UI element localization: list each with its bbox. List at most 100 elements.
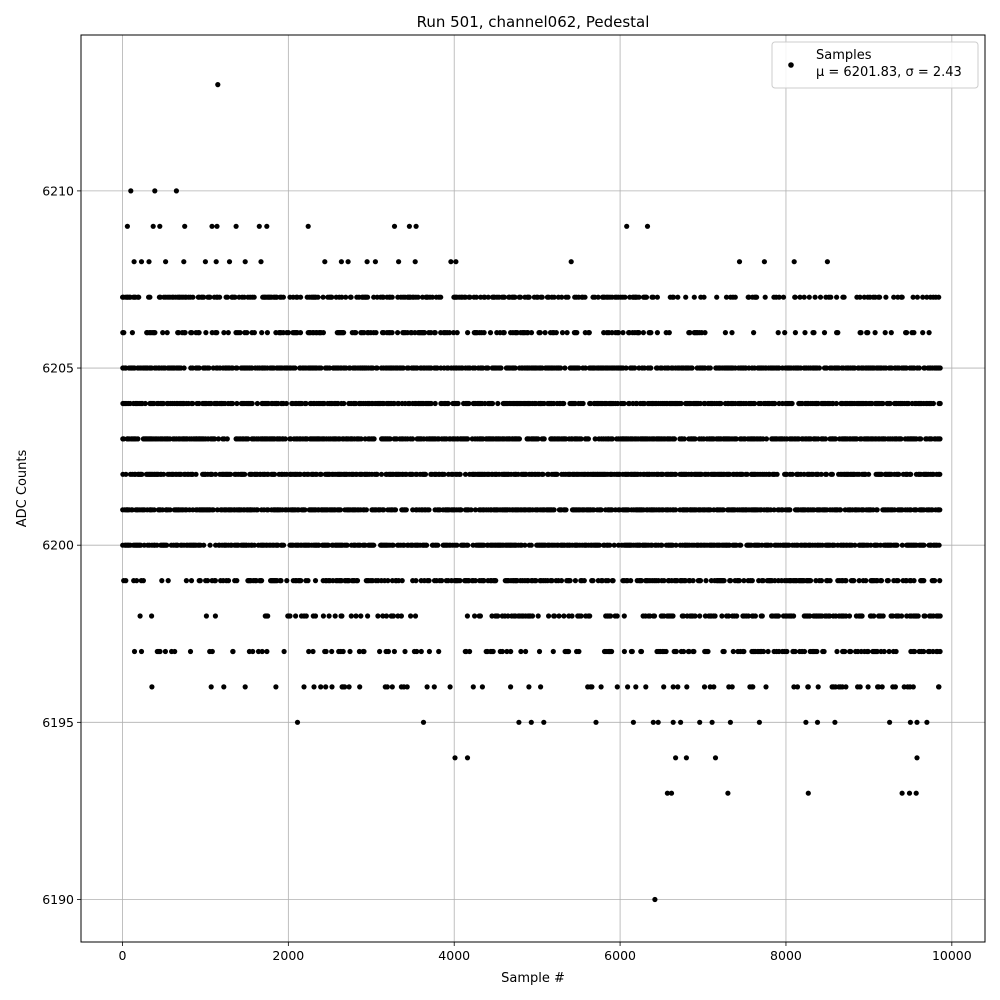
data-point bbox=[871, 613, 877, 619]
data-point bbox=[556, 613, 562, 619]
data-point bbox=[729, 684, 735, 690]
data-point bbox=[181, 259, 187, 265]
data-point bbox=[426, 578, 432, 584]
data-point bbox=[791, 613, 797, 619]
data-point bbox=[877, 294, 883, 300]
data-point bbox=[937, 613, 943, 619]
data-point bbox=[553, 330, 559, 336]
data-point bbox=[572, 578, 579, 584]
data-point bbox=[207, 542, 213, 548]
data-point bbox=[479, 684, 485, 690]
data-point bbox=[164, 330, 170, 336]
data-point bbox=[817, 294, 824, 300]
data-point bbox=[702, 330, 708, 336]
data-point bbox=[610, 578, 616, 584]
data-point bbox=[937, 648, 943, 655]
data-point bbox=[541, 436, 547, 442]
data-point bbox=[563, 507, 569, 513]
data-point bbox=[138, 648, 145, 655]
data-point bbox=[123, 578, 129, 584]
data-point bbox=[859, 613, 865, 619]
data-point bbox=[554, 471, 560, 477]
data-point bbox=[874, 507, 880, 513]
data-point bbox=[857, 684, 863, 690]
data-point bbox=[518, 648, 524, 655]
data-point bbox=[468, 507, 474, 513]
data-point bbox=[904, 330, 910, 336]
data-point bbox=[730, 648, 736, 655]
data-point bbox=[128, 188, 134, 194]
data-point bbox=[280, 294, 286, 300]
data-point bbox=[899, 542, 905, 548]
data-point bbox=[611, 542, 617, 548]
x-tick-label: 0 bbox=[118, 948, 126, 963]
data-point bbox=[387, 436, 393, 442]
data-point bbox=[215, 82, 221, 88]
data-point bbox=[458, 507, 464, 513]
data-point bbox=[648, 330, 654, 336]
data-point bbox=[264, 223, 270, 229]
data-point bbox=[697, 719, 703, 725]
data-point bbox=[348, 294, 354, 300]
data-point bbox=[882, 330, 888, 336]
data-point bbox=[138, 259, 145, 265]
data-point bbox=[465, 542, 471, 548]
data-point bbox=[490, 648, 496, 655]
data-point bbox=[312, 578, 319, 584]
y-tick-label: 6195 bbox=[42, 715, 74, 730]
data-point bbox=[358, 436, 364, 442]
data-point bbox=[643, 684, 649, 690]
data-point bbox=[212, 613, 218, 619]
data-point bbox=[865, 648, 871, 655]
data-point bbox=[582, 294, 588, 300]
data-point bbox=[835, 330, 841, 336]
data-point bbox=[396, 259, 402, 265]
data-point bbox=[323, 684, 329, 690]
data-point bbox=[729, 330, 735, 336]
data-point bbox=[898, 436, 904, 442]
data-point bbox=[771, 507, 777, 513]
data-point bbox=[749, 578, 755, 584]
data-point bbox=[759, 613, 765, 619]
data-point bbox=[609, 436, 615, 442]
data-point bbox=[439, 578, 445, 584]
data-point bbox=[137, 613, 143, 619]
data-point bbox=[435, 542, 441, 548]
data-point bbox=[865, 330, 871, 336]
data-point bbox=[297, 330, 304, 336]
data-point bbox=[281, 542, 287, 548]
data-point bbox=[149, 684, 155, 690]
data-point bbox=[863, 578, 869, 584]
data-point bbox=[340, 648, 346, 655]
data-point bbox=[806, 294, 812, 300]
data-point bbox=[593, 719, 599, 725]
data-point bbox=[675, 684, 681, 690]
data-point bbox=[477, 613, 483, 619]
data-point bbox=[136, 294, 142, 300]
data-point bbox=[472, 578, 478, 584]
data-point bbox=[431, 684, 437, 690]
data-point bbox=[652, 896, 658, 903]
data-point bbox=[146, 259, 152, 265]
data-point bbox=[681, 436, 687, 442]
data-point bbox=[142, 400, 148, 407]
data-point bbox=[464, 755, 471, 761]
data-point bbox=[640, 330, 647, 336]
data-point bbox=[337, 507, 344, 513]
legend-stats: μ = 6201.83, σ = 2.43 bbox=[816, 65, 962, 80]
data-point bbox=[684, 684, 690, 690]
data-point bbox=[535, 436, 541, 442]
data-point bbox=[922, 613, 928, 619]
data-point bbox=[858, 330, 864, 336]
data-point bbox=[402, 648, 408, 655]
data-point bbox=[727, 719, 734, 725]
data-point bbox=[339, 613, 345, 619]
data-point bbox=[375, 613, 381, 619]
data-point bbox=[208, 684, 214, 690]
data-point bbox=[221, 684, 227, 690]
data-point bbox=[529, 613, 536, 619]
data-point bbox=[714, 294, 720, 300]
data-point bbox=[190, 294, 196, 300]
data-point bbox=[489, 400, 496, 407]
